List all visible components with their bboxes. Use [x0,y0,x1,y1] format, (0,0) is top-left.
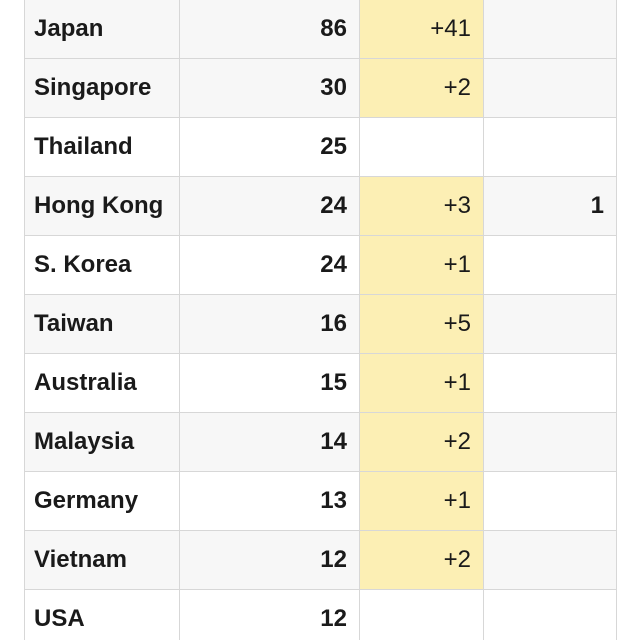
table-row: Taiwan 16 +5 [24,294,617,354]
new-cases-cell: +41 [359,0,484,59]
deaths-cell [483,530,617,590]
country-cell: Japan [24,0,180,59]
total-cases-cell: 15 [179,353,360,413]
table-row: Thailand 25 [24,117,617,177]
deaths-cell [483,117,617,177]
country-cell: Hong Kong [24,176,180,236]
deaths-cell [483,353,617,413]
deaths-cell [483,58,617,118]
deaths-cell [483,294,617,354]
country-cell: Australia [24,353,180,413]
new-cases-cell: +5 [359,294,484,354]
new-cases-cell [359,117,484,177]
table-row: USA 12 [24,589,617,640]
total-cases-cell: 12 [179,530,360,590]
country-cell: Taiwan [24,294,180,354]
new-cases-cell: +2 [359,412,484,472]
total-cases-cell: 30 [179,58,360,118]
deaths-cell [483,589,617,640]
deaths-cell [483,471,617,531]
new-cases-cell: +2 [359,530,484,590]
total-cases-cell: 12 [179,589,360,640]
country-cell: Thailand [24,117,180,177]
total-cases-cell: 24 [179,176,360,236]
country-cell: S. Korea [24,235,180,295]
total-cases-cell: 14 [179,412,360,472]
new-cases-cell [359,589,484,640]
deaths-cell [483,0,617,59]
deaths-cell [483,412,617,472]
table-row: Malaysia 14 +2 [24,412,617,472]
country-stats-table: Japan 86 +41 Singapore 30 +2 Thailand 25… [24,0,617,640]
table-row: Japan 86 +41 [24,0,617,59]
table-row: S. Korea 24 +1 [24,235,617,295]
table-row: Germany 13 +1 [24,471,617,531]
new-cases-cell: +3 [359,176,484,236]
country-cell: USA [24,589,180,640]
table-row: Singapore 30 +2 [24,58,617,118]
country-cell: Singapore [24,58,180,118]
total-cases-cell: 86 [179,0,360,59]
new-cases-cell: +1 [359,471,484,531]
deaths-cell [483,235,617,295]
new-cases-cell: +1 [359,353,484,413]
total-cases-cell: 16 [179,294,360,354]
table-row: Hong Kong 24 +3 1 [24,176,617,236]
total-cases-cell: 25 [179,117,360,177]
new-cases-cell: +2 [359,58,484,118]
country-cell: Germany [24,471,180,531]
total-cases-cell: 24 [179,235,360,295]
deaths-cell: 1 [483,176,617,236]
table-row: Vietnam 12 +2 [24,530,617,590]
table-row: Australia 15 +1 [24,353,617,413]
country-cell: Vietnam [24,530,180,590]
total-cases-cell: 13 [179,471,360,531]
country-cell: Malaysia [24,412,180,472]
new-cases-cell: +1 [359,235,484,295]
